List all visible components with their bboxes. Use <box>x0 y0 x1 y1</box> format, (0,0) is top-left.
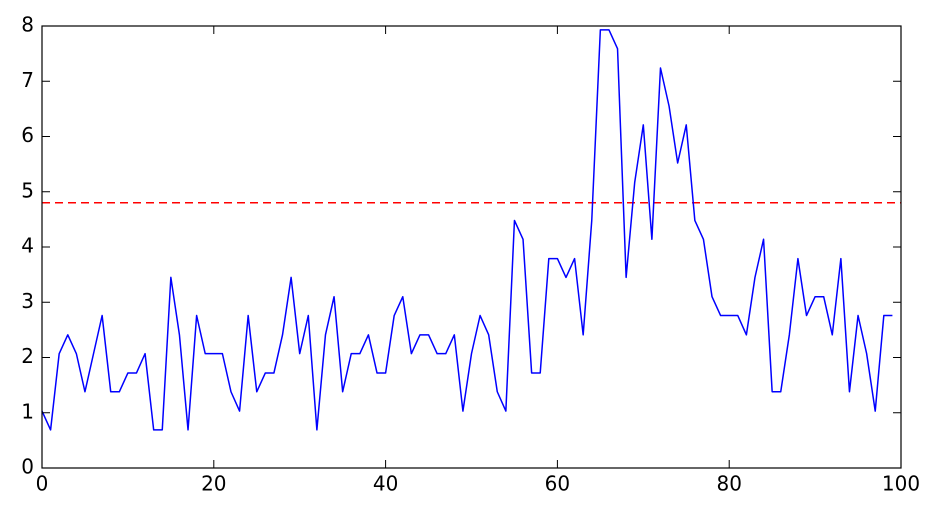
y-tick-label: 1 <box>21 399 34 423</box>
y-tick-label: 5 <box>21 178 34 202</box>
y-tick-label: 3 <box>21 289 34 313</box>
x-tick-label: 100 <box>882 472 920 496</box>
y-tick-label: 0 <box>21 455 34 479</box>
y-tick-label: 4 <box>21 234 34 258</box>
x-tick-label: 80 <box>716 472 741 496</box>
y-tick-label: 8 <box>21 13 34 37</box>
x-tick-label: 20 <box>201 472 226 496</box>
x-tick-label: 40 <box>373 472 398 496</box>
y-tick-label: 7 <box>21 68 34 92</box>
y-tick-label: 2 <box>21 344 34 368</box>
plot-frame <box>41 25 902 469</box>
x-tick-label: 0 <box>36 472 49 496</box>
y-tick-label: 6 <box>21 123 34 147</box>
data-line <box>41 29 893 431</box>
x-tick-label: 60 <box>545 472 570 496</box>
